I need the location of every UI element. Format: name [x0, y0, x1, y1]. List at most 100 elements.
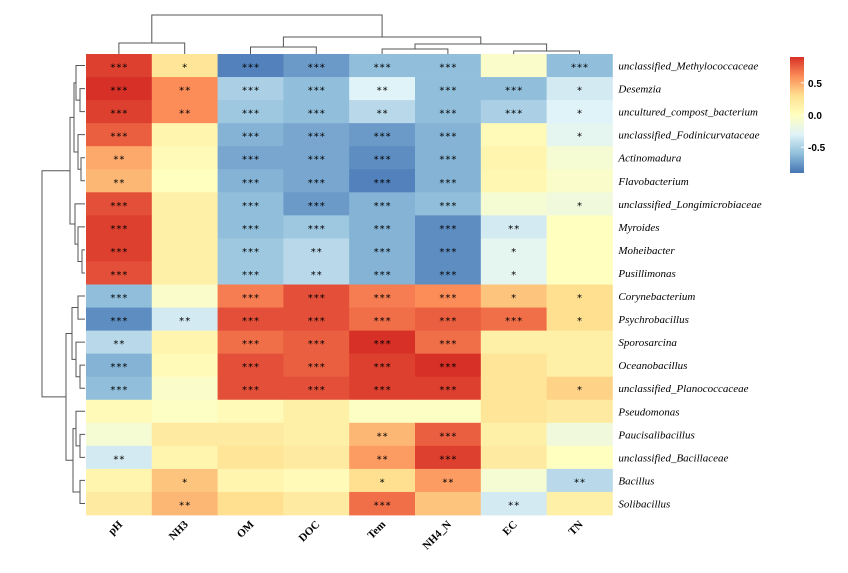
dendrogram-branch	[79, 433, 85, 458]
dendrogram-branch	[41, 170, 70, 398]
significance-mark: ***	[439, 270, 457, 281]
significance-mark: ***	[307, 86, 325, 97]
heatmap-cell	[217, 399, 284, 424]
heatmap-cell	[546, 77, 613, 101]
heatmap-cell	[283, 376, 350, 401]
significance-mark: **	[179, 109, 191, 120]
significance-mark: ***	[241, 316, 259, 327]
heatmap-cell	[480, 169, 547, 193]
heatmap-cell	[151, 491, 218, 516]
dendrogram-branch	[79, 479, 85, 504]
heatmap-cell	[217, 491, 284, 516]
heatmap-cell	[480, 123, 547, 147]
heatmap-cell	[151, 169, 218, 193]
heatmap-cell	[151, 468, 218, 493]
significance-mark: ***	[373, 385, 391, 396]
heatmap-cell	[546, 146, 613, 170]
heatmap-cell	[546, 100, 613, 124]
heatmap-cell	[415, 284, 482, 308]
dendrogram-branch	[80, 157, 85, 182]
heatmap-cells	[86, 54, 613, 516]
heatmap-cell	[217, 238, 284, 262]
heatmap-cell	[217, 215, 284, 239]
heatmap-cell	[349, 422, 416, 447]
heatmap-cell	[151, 100, 218, 124]
heatmap-cell	[86, 100, 153, 124]
heatmap-cell	[415, 445, 482, 470]
heatmap-cell	[86, 192, 153, 216]
significance-mark: **	[508, 500, 520, 511]
significance-mark: *	[576, 86, 582, 97]
heatmap-cell	[415, 376, 482, 401]
significance-mark: **	[113, 454, 125, 465]
dendrogram-branch	[81, 249, 85, 274]
significance-mark: *	[379, 477, 385, 488]
heatmap-cell	[283, 146, 350, 170]
heatmap-cell	[283, 445, 350, 470]
heatmap-cell	[480, 284, 547, 308]
significance-mark: ***	[241, 247, 259, 258]
significance-mark: ***	[439, 293, 457, 304]
significance-mark: ***	[439, 224, 457, 235]
significance-mark: ***	[373, 178, 391, 189]
row-label: Oceanobacillus	[618, 360, 687, 372]
legend-tick-label: 0.0	[808, 111, 822, 122]
heatmap-cell	[546, 238, 613, 262]
heatmap-cell	[480, 353, 547, 378]
heatmap-cell	[415, 422, 482, 447]
heatmap-cell	[546, 54, 613, 78]
row-label: Solibacillus	[618, 498, 670, 510]
significance-mark: *	[576, 132, 582, 143]
heatmap-cell	[86, 422, 153, 447]
heatmap-cell	[217, 123, 284, 147]
row-labels: unclassified_Methylococcaceae Desemzia unc…	[617, 61, 761, 511]
heatmap-cell	[480, 399, 547, 424]
heatmap-cell	[217, 54, 284, 78]
row-label: unclassified_Methylococcaceae	[618, 61, 758, 73]
significance-mark: ***	[241, 293, 259, 304]
heatmap-cell	[546, 123, 613, 147]
significance-mark: ***	[373, 63, 391, 74]
heatmap-cell	[86, 146, 153, 170]
heatmap-cell	[283, 54, 350, 78]
row-label: Bacillus	[618, 475, 654, 487]
heatmap-cell	[415, 330, 482, 355]
significance-mark: **	[113, 339, 125, 350]
significance-mark: ***	[307, 316, 325, 327]
heatmap-cell	[415, 77, 482, 101]
color-legend: 0.5 0.0 -0.5	[790, 57, 826, 173]
heatmap-cell	[217, 192, 284, 216]
heatmap-cell	[217, 422, 284, 447]
heatmap-cell	[151, 307, 218, 331]
heatmap-cell	[415, 123, 482, 147]
significance-mark: ***	[439, 86, 457, 97]
heatmap-cell	[86, 330, 153, 355]
significance-mark: ***	[570, 63, 588, 74]
significance-mark: ***	[373, 270, 391, 281]
column-label: Tem	[365, 519, 388, 542]
significance-mark: ***	[439, 431, 457, 442]
significance-mark: ***	[307, 224, 325, 235]
legend-tick-label: 0.5	[808, 79, 822, 90]
row-label: Desemzia	[617, 84, 661, 96]
dendrogram-branch	[79, 88, 85, 113]
significance-mark: **	[376, 454, 388, 465]
heatmap-cell	[480, 468, 547, 493]
significance-mark: ***	[505, 316, 523, 327]
significance-mark: ***	[307, 155, 325, 166]
heatmap-cell	[349, 169, 416, 193]
significance-mark: **	[179, 86, 191, 97]
dendrogram-branch	[250, 46, 317, 54]
significance-mark: **	[179, 316, 191, 327]
significance-mark: ***	[439, 63, 457, 74]
significance-mark: ***	[241, 201, 259, 212]
heatmap-cell	[151, 399, 218, 424]
heatmap-cell	[546, 307, 613, 331]
significance-mark: ***	[373, 362, 391, 373]
significance-mark: ***	[110, 86, 128, 97]
significance-mark: ***	[241, 132, 259, 143]
heatmap-cell	[546, 353, 613, 378]
heatmap-cell	[349, 330, 416, 355]
heatmap-cell	[546, 399, 613, 424]
significance-mark: ***	[307, 63, 325, 74]
